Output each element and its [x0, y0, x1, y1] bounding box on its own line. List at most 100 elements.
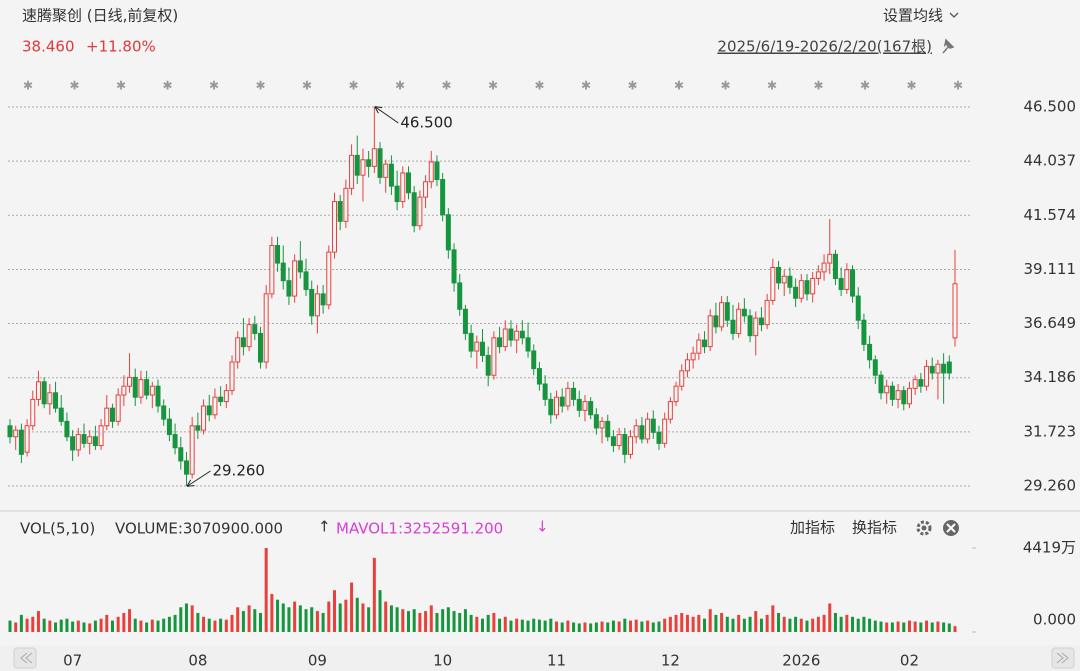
candle-body	[497, 337, 503, 348]
candle-body	[155, 385, 161, 407]
date-range[interactable]: 2025/6/19-2026/2/20(167根)	[717, 38, 932, 56]
volume-bar	[401, 609, 405, 632]
candle-body	[508, 328, 514, 341]
volume-bar	[258, 612, 262, 632]
y-tick-label: 46.500	[1024, 98, 1077, 116]
volume-bar	[287, 607, 291, 632]
candle-body	[257, 332, 263, 363]
volume-bar	[788, 618, 792, 632]
volume-bar	[925, 620, 929, 632]
volume-bar	[594, 622, 598, 632]
x-tick-label: 02	[900, 652, 919, 670]
volume-bar	[281, 603, 285, 632]
event-marker: ✱	[581, 79, 591, 93]
volume-bar	[224, 619, 228, 632]
annotation-label: 29.260	[212, 462, 264, 480]
settings-icon[interactable]	[916, 520, 932, 536]
candle-body	[559, 396, 565, 407]
candle-body	[531, 350, 537, 370]
candle-body	[832, 253, 838, 279]
candle-body	[554, 396, 560, 416]
volume-bar	[651, 622, 655, 632]
volume-bar	[953, 626, 957, 632]
candle-body	[918, 379, 924, 387]
mavol-label: MAVOL1:3252591.200	[336, 520, 503, 538]
event-marker: ✱	[627, 79, 637, 93]
volume-bar	[14, 622, 18, 632]
candle-body	[474, 341, 480, 352]
volume-bar	[395, 607, 399, 632]
candle-body	[758, 317, 764, 326]
volume-bar	[714, 614, 718, 632]
scroll-left-icon[interactable]	[20, 652, 33, 664]
volume-bar	[202, 616, 206, 632]
candle-body	[872, 359, 878, 376]
event-marker: ✱	[348, 79, 358, 93]
volume-bar	[537, 619, 541, 632]
volume-bar	[890, 622, 894, 632]
event-marker: ✱	[720, 79, 730, 93]
volume-bar	[315, 611, 319, 632]
volume-bar	[241, 611, 245, 632]
volume-bar	[634, 619, 638, 632]
volume-bar	[93, 620, 97, 632]
event-marker: ✱	[674, 79, 684, 93]
candle-body	[434, 161, 440, 181]
candle-body	[781, 275, 787, 284]
close-icon[interactable]	[943, 520, 959, 536]
volume-bar	[577, 623, 581, 632]
volume-bar	[782, 616, 786, 632]
candle-body	[610, 436, 616, 447]
volume-bar	[139, 620, 143, 632]
ma-setting[interactable]: 设置均线	[883, 7, 943, 25]
volume-bar	[646, 620, 650, 632]
volume-bar	[463, 609, 467, 632]
x-tick-label: 08	[188, 652, 207, 670]
add-indicator[interactable]: 加指标	[790, 519, 835, 537]
volume-bar	[731, 618, 735, 632]
candle-body	[525, 337, 531, 352]
volume-bar	[919, 622, 923, 632]
volume-bar	[458, 612, 462, 632]
volume-bar	[446, 607, 450, 632]
candle-body	[815, 271, 821, 279]
candle-body	[212, 396, 218, 416]
volume-bar	[589, 623, 593, 632]
volume-bar	[355, 597, 359, 632]
candle-body	[263, 293, 269, 363]
event-marker: ✱	[953, 79, 963, 93]
candle-body	[337, 201, 343, 222]
candle-body	[662, 418, 668, 444]
candle-body	[861, 319, 867, 345]
volume-bar	[555, 621, 559, 632]
pin-icon[interactable]	[942, 38, 955, 54]
event-marker: ✱	[860, 79, 870, 93]
candle-body	[622, 434, 628, 455]
candle-body	[64, 420, 70, 438]
candle-body	[645, 418, 651, 440]
volume-bar	[566, 620, 570, 632]
volume-bar	[310, 607, 314, 632]
volume-bar	[668, 616, 672, 632]
candle-body	[201, 405, 207, 431]
volume-bar	[851, 616, 855, 632]
candle-body	[929, 365, 935, 374]
candle-body	[867, 343, 873, 361]
volume-bar	[264, 548, 268, 632]
mavol-arrow: ↓	[536, 518, 549, 536]
switch-indicator[interactable]: 换指标	[852, 519, 897, 537]
volume-bar	[845, 614, 849, 632]
volume-bar	[725, 616, 729, 632]
scroll-left[interactable]	[13, 647, 37, 669]
scroll-right-icon[interactable]	[1056, 652, 1069, 664]
candle-body	[331, 201, 337, 253]
candle-body	[252, 324, 258, 334]
dropdown-icon[interactable]	[949, 12, 959, 18]
candle-body	[240, 337, 246, 348]
candle-body	[787, 275, 793, 288]
candle-body	[924, 365, 930, 387]
event-marker: ✱	[23, 79, 33, 93]
volume-bar	[856, 618, 860, 632]
candle-body	[451, 249, 457, 284]
